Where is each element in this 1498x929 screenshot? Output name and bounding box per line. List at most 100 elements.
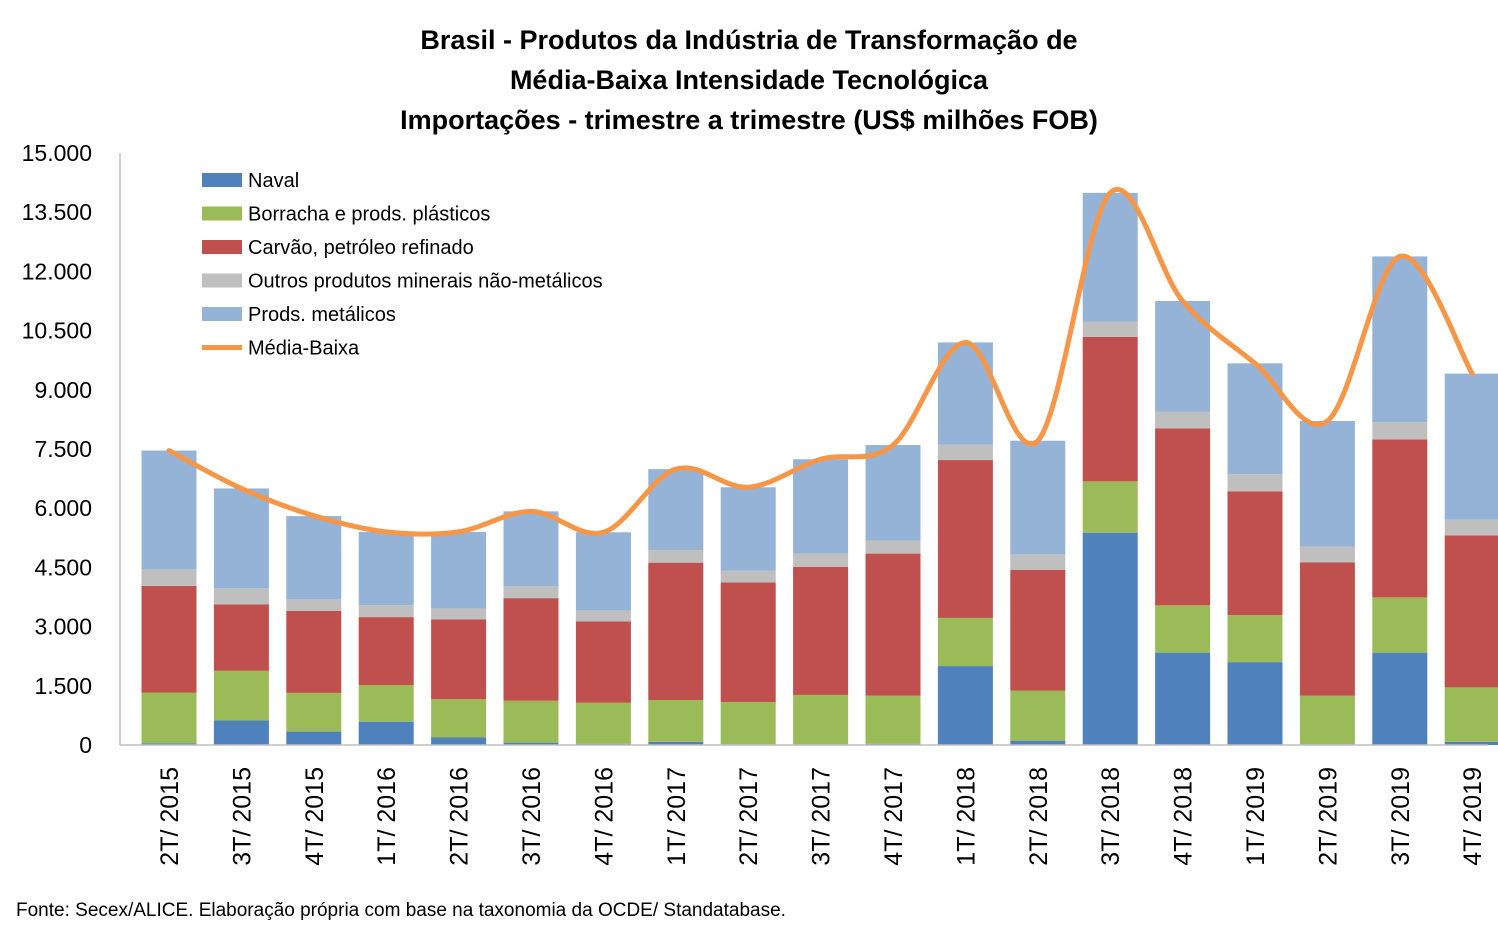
bar-3-19 [1444, 535, 1498, 688]
source-note: Fonte: Secex/ALICE. Elaboração própria c… [16, 900, 786, 921]
legend-swatch-3 [202, 240, 242, 254]
legend-label-3: Carvão, petróleo refinado [248, 237, 474, 259]
x-tick-label-3: 4T/ 2015 [301, 767, 329, 866]
bar-4-17 [1299, 546, 1355, 563]
bar-3-12 [937, 460, 993, 618]
x-tick-label-19: 4T/ 2019 [1459, 767, 1487, 866]
bar-3-15 [1155, 428, 1211, 606]
x-tick-label-7: 4T/ 2016 [590, 767, 618, 866]
bar-3-7 [575, 621, 631, 703]
bar-2-3 [286, 692, 342, 732]
y-tick-label-2: 3.000 [34, 614, 92, 640]
bar-2-10 [793, 694, 849, 745]
y-tick-label-1: 1.500 [34, 673, 92, 699]
bar-1-18 [1372, 652, 1428, 745]
chart-title-line-3: Importações - trimestre a trimestre (US$… [400, 105, 1098, 135]
x-tick-label-4: 1T/ 2016 [373, 767, 401, 866]
bar-2-13 [1010, 690, 1066, 741]
bar-1-19 [1444, 741, 1498, 745]
y-tick-label-10: 15.000 [22, 140, 92, 166]
bar-1-1 [141, 743, 197, 745]
legend-swatch-1 [202, 173, 242, 187]
x-tick-label-2: 3T/ 2015 [228, 767, 256, 866]
chart-title-line-2: Média-Baixa Intensidade Tecnológica [509, 65, 989, 95]
bar-1-8 [648, 741, 704, 745]
bar-3-18 [1372, 439, 1428, 598]
bar-5-19 [1444, 373, 1498, 520]
bar-2-19 [1444, 687, 1498, 742]
bar-4-9 [720, 570, 776, 583]
bar-1-5 [431, 737, 487, 745]
bar-5-17 [1299, 420, 1355, 547]
bar-5-14 [1082, 192, 1138, 322]
bar-5-1 [141, 450, 197, 570]
bar-4-10 [793, 553, 849, 568]
bar-1-14 [1082, 532, 1138, 745]
bar-2-6 [503, 700, 559, 743]
bar-1-4 [358, 721, 414, 745]
bar-4-2 [213, 588, 269, 605]
bar-2-5 [431, 699, 487, 738]
bar-2-12 [937, 617, 993, 667]
bar-4-16 [1227, 474, 1283, 492]
bar-4-6 [503, 586, 559, 599]
bar-5-5 [431, 531, 487, 609]
legend-label-1: Naval [248, 170, 299, 192]
x-tick-label-18: 3T/ 2019 [1387, 767, 1415, 866]
bar-2-1 [141, 692, 197, 744]
bar-2-16 [1227, 615, 1283, 663]
bar-4-13 [1010, 554, 1066, 570]
x-tick-label-11: 4T/ 2017 [880, 767, 908, 866]
bar-3-3 [286, 610, 342, 693]
bar-5-2 [213, 488, 269, 589]
bar-3-16 [1227, 491, 1283, 616]
x-tick-label-1: 2T/ 2015 [156, 767, 184, 866]
bar-3-5 [431, 619, 487, 700]
bar-1-13 [1010, 740, 1066, 745]
bar-2-8 [648, 700, 704, 742]
x-tick-label-9: 2T/ 2017 [735, 767, 763, 866]
bar-3-9 [720, 582, 776, 702]
bar-4-8 [648, 550, 704, 563]
legend-swatch-4 [202, 273, 242, 288]
bar-4-14 [1082, 321, 1138, 337]
bar-3-1 [141, 585, 197, 693]
legend-label-4: Outros produtos minerais não-metálicos [248, 271, 603, 293]
x-tick-label-6: 3T/ 2016 [518, 767, 546, 866]
bar-1-6 [503, 742, 559, 745]
x-tick-label-10: 3T/ 2017 [808, 767, 836, 866]
axes-layer: 0 1.500 3.000 4.500 6.000 7.500 9.000 10.500 12.… [22, 140, 1488, 866]
y-tick-label-9: 13.500 [22, 199, 92, 225]
line-media-baixa [166, 187, 1475, 537]
y-tick-label-8: 12.000 [22, 258, 92, 284]
bar-1-15 [1155, 652, 1211, 745]
bar-5-3 [286, 516, 342, 600]
x-tick-label-17: 2T/ 2019 [1314, 767, 1342, 866]
bar-3-13 [1010, 569, 1066, 691]
bar-3-11 [865, 553, 921, 696]
bar-2-15 [1155, 605, 1211, 653]
bar-2-7 [575, 702, 631, 744]
bar-4-7 [575, 610, 631, 622]
bar-3-2 [213, 604, 269, 671]
y-tick-label-4: 6.000 [34, 495, 92, 521]
bar-5-13 [1010, 440, 1066, 555]
bar-1-3 [286, 731, 342, 745]
bar-3-4 [358, 617, 414, 686]
bar-2-17 [1299, 695, 1355, 745]
bar-4-4 [358, 605, 414, 618]
bar-4-12 [937, 444, 993, 461]
bar-3-6 [503, 598, 559, 701]
bar-4-11 [865, 540, 921, 554]
bar-4-3 [286, 599, 342, 611]
x-tick-label-16: 1T/ 2019 [1242, 767, 1270, 866]
y-tick-label-0: 0 [79, 732, 92, 758]
y-tick-label-7: 10.500 [22, 318, 92, 344]
bar-5-16 [1227, 363, 1283, 475]
chart-title: Brasil - Produtos da Indústria de Transf… [0, 20, 1498, 140]
legend-swatch-5 [202, 307, 242, 321]
bar-5-4 [358, 531, 414, 606]
bar-1-16 [1227, 662, 1283, 745]
y-tick-label-6: 9.000 [34, 377, 92, 403]
